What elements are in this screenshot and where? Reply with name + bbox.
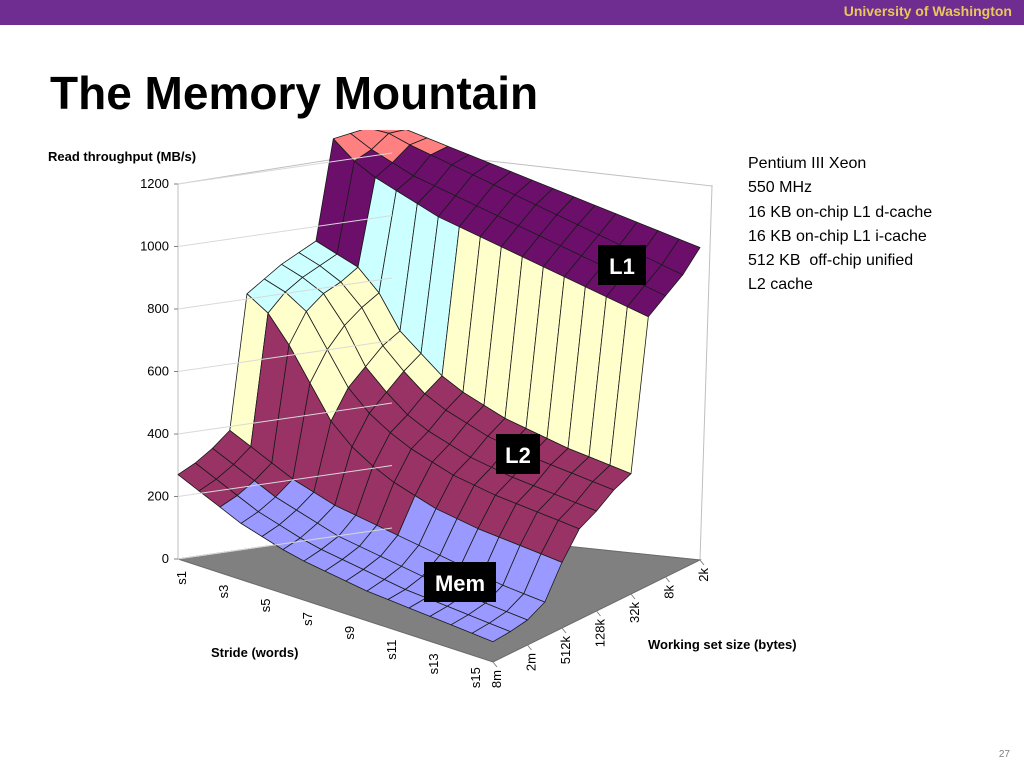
y-tick-label: 1000	[140, 239, 169, 254]
y-tick-label: 1200	[140, 176, 169, 191]
size-tick-label: 32k	[627, 602, 642, 623]
size-tick-label: 8k	[662, 585, 677, 599]
y-tick-label: 600	[147, 364, 169, 379]
size-tick-label: 8m	[489, 670, 504, 688]
wall-edge	[177, 149, 713, 187]
processor-specs: Pentium III Xeon 550 MHz 16 KB on-chip L…	[748, 152, 932, 298]
page-number: 27	[998, 749, 1010, 760]
stride-tick-label: s1	[174, 571, 189, 585]
spec-line: 512 KB off-chip unified	[748, 252, 914, 270]
annotation-box	[598, 245, 646, 285]
wall-edge	[699, 185, 713, 561]
y-gridline	[177, 402, 393, 435]
annotation-label: Mem	[435, 571, 485, 596]
spec-line: 16 KB on-chip L1 d-cache	[748, 203, 933, 221]
size-tick-mark	[596, 610, 601, 617]
y-axis: 0 200 400 600 800 1000 1200	[140, 152, 393, 566]
institution-name: University of Washington	[843, 3, 1012, 19]
spec-line: Pentium III Xeon	[748, 155, 867, 172]
stride-tick-label: s15	[468, 667, 483, 688]
annotation-label: L1	[609, 254, 635, 279]
y-gridline	[177, 340, 393, 372]
y-gridline	[177, 465, 393, 497]
annotation-box	[496, 434, 540, 474]
stride-tick-label: s11	[384, 640, 399, 660]
size-tick-label: 2m	[524, 653, 539, 671]
y-gridline	[177, 527, 393, 560]
spec-line: L2 cache	[748, 276, 813, 294]
header-bar: University of Washington	[0, 0, 1024, 25]
y-gridline	[177, 277, 393, 310]
stride-tick-label: s13	[426, 653, 441, 674]
y-tick-label: 0	[162, 551, 169, 566]
size-tick-label: 2k	[696, 568, 711, 582]
y-tick-label: 400	[147, 426, 169, 441]
y-axis-title: Read throughput (MB/s)	[48, 149, 196, 164]
size-tick-label: 128k	[593, 619, 608, 648]
z-axis-title: Working set size (bytes)	[648, 637, 797, 652]
slide-title: The Memory Mountain	[50, 67, 539, 119]
stride-tick-label: s9	[342, 626, 357, 640]
size-tick-mark	[699, 559, 705, 566]
stride-tick-label: s5	[258, 599, 273, 613]
surface-cell	[471, 622, 511, 643]
size-tick-mark	[665, 576, 670, 583]
size-tick-mark	[527, 644, 532, 651]
annotations: L1 L2 Mem	[424, 245, 646, 602]
size-tick-label: 512k	[558, 636, 573, 665]
stride-axis: s1 s3 s5 s7 s9 s11 s13 s15	[174, 571, 483, 688]
size-tick-mark	[630, 593, 636, 600]
annotation-box	[424, 562, 496, 602]
y-tick-label: 800	[147, 301, 169, 316]
size-tick-mark	[561, 627, 567, 634]
y-gridline	[177, 215, 393, 247]
y-gridline	[177, 152, 393, 185]
spec-line: 16 KB on-chip L1 i-cache	[748, 227, 927, 245]
size-tick-mark	[492, 661, 498, 668]
size-axis: 8m 2m 512k 128k 32k 8k 2k	[489, 559, 711, 688]
annotation-label: L2	[505, 443, 531, 468]
x-axis-title: Stride (words)	[211, 645, 298, 660]
stride-tick-label: s7	[300, 612, 315, 626]
stride-tick-label: s3	[216, 585, 231, 599]
y-tick-label: 200	[147, 489, 169, 504]
spec-line: 550 MHz	[748, 179, 813, 197]
